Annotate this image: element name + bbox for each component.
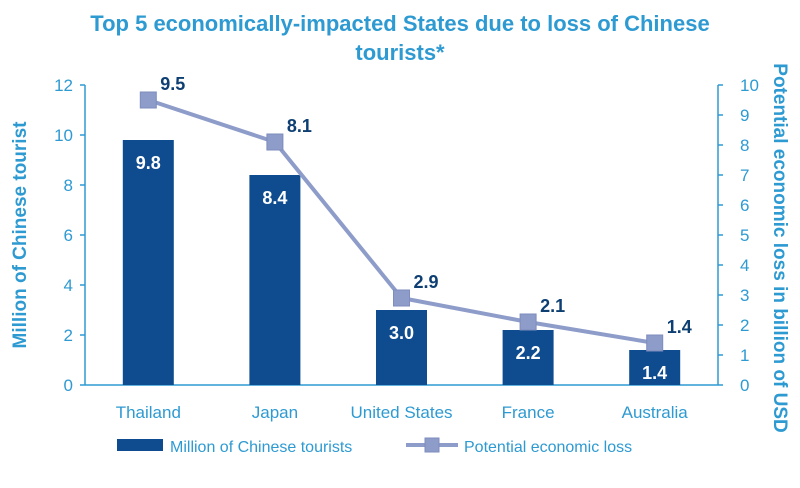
bar-united-states (376, 310, 427, 385)
bar-value-label: 3.0 (389, 323, 414, 343)
right-tick-label: 9 (740, 106, 749, 125)
right-tick-label: 1 (740, 346, 749, 365)
right-tick-label: 7 (740, 166, 749, 185)
right-tick-label: 6 (740, 196, 749, 215)
economic-loss-line (147, 98, 656, 345)
line-value-label: 2.9 (414, 272, 439, 292)
right-axis-ticks: 0 1 2 3 4 5 6 7 8 9 10 (718, 76, 759, 395)
left-axis-ticks: 0 2 4 6 8 10 12 (54, 76, 85, 395)
bar-value-label: 2.2 (516, 343, 541, 363)
bar-value-label: 8.4 (262, 188, 287, 208)
x-tick-label: United States (350, 403, 452, 422)
left-tick-label: 12 (54, 76, 73, 95)
legend-line-label: Potential economic loss (464, 439, 632, 456)
right-tick-label: 10 (740, 76, 759, 95)
legend-bar-label: Million of Chinese tourists (170, 439, 352, 456)
right-tick-label: 0 (740, 376, 749, 395)
line-value-label: 9.5 (160, 74, 185, 94)
chart-title-line-1: Top 5 economically-impacted States due t… (90, 11, 709, 36)
bar-thailand (122, 140, 174, 385)
legend: Million of Chinese tourists Potential ec… (117, 437, 632, 456)
category-labels: Thailand Japan United States France Australi… (116, 403, 689, 422)
line-series: 9.5 8.1 2.9 2.1 1.4 (139, 74, 692, 352)
bar-value-label: 9.8 (136, 153, 161, 173)
right-tick-label: 2 (740, 316, 749, 335)
line-point-thailand (139, 91, 157, 109)
bar-series: 9.8 8.4 3.0 2.2 1.4 (122, 140, 681, 385)
left-tick-label: 10 (54, 126, 73, 145)
chart-title-line-2: tourists* (355, 40, 445, 65)
left-tick-label: 4 (64, 276, 73, 295)
bar-value-label: 1.4 (642, 363, 667, 383)
right-tick-label: 8 (740, 136, 749, 155)
bar-japan (249, 175, 301, 385)
line-value-label: 8.1 (287, 116, 312, 136)
left-tick-label: 6 (64, 226, 73, 245)
line-point-japan (266, 133, 284, 151)
x-tick-label: Thailand (116, 403, 181, 422)
line-point-united-states (393, 289, 410, 307)
line-point-australia (646, 334, 664, 352)
bar-australia (629, 350, 681, 385)
line-value-label: 1.4 (667, 317, 692, 337)
left-tick-label: 8 (64, 176, 73, 195)
right-tick-label: 4 (740, 256, 749, 275)
x-tick-label: France (502, 403, 555, 422)
line-point-france (519, 313, 537, 331)
legend-bar-swatch (117, 439, 163, 451)
right-tick-label: 5 (740, 226, 749, 245)
x-tick-label: Australia (622, 403, 689, 422)
legend-line-marker (424, 437, 440, 453)
y2-axis-title: Potential economic loss in billion of US… (769, 63, 790, 432)
bar-france (502, 330, 554, 385)
left-tick-label: 2 (64, 326, 73, 345)
line-value-label: 2.1 (540, 296, 565, 316)
y-axis-title: Million of Chinese tourist (10, 121, 31, 349)
left-tick-label: 0 (64, 376, 73, 395)
right-tick-label: 3 (740, 286, 749, 305)
x-tick-label: Japan (252, 403, 298, 422)
